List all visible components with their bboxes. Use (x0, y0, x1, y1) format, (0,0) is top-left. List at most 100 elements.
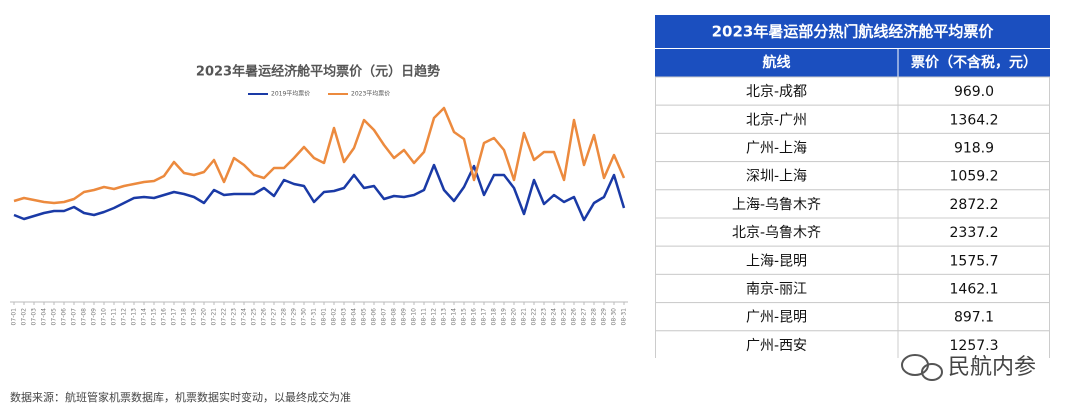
x-tick-label: 08-07 (381, 308, 388, 326)
source: 数据来源：航班管家机票数据库，机票数据实时变动，以最终成交为准 (10, 390, 351, 404)
table-cell: 1257.3 (950, 338, 999, 354)
table-header-bg (655, 49, 1050, 77)
table-cell: 2872.2 (950, 197, 999, 213)
x-tick-label: 07-08 (81, 308, 88, 326)
x-tick-label: 07-14 (141, 308, 148, 326)
x-tick-label: 07-02 (21, 308, 28, 326)
column-header: 航线 (763, 54, 791, 71)
x-tick-label: 07-23 (231, 308, 238, 326)
x-tick-label: 08-13 (441, 308, 448, 326)
table-cell: 北京-成都 (746, 84, 807, 100)
table-title-bg (655, 15, 1050, 48)
x-tick-label: 08-26 (571, 308, 578, 326)
table-row (655, 273, 1050, 304)
x-tick-label: 07-18 (181, 308, 188, 326)
table-cell: 北京-广州 (746, 112, 807, 128)
x-tick-label: 07-09 (91, 308, 98, 326)
table-row (655, 330, 1050, 360)
x-tick-label: 07-10 (101, 308, 108, 326)
table-cell: 广州-昆明 (746, 310, 807, 326)
table-title: 2023年暑运部分热门航线经济舱平均票价 (712, 23, 995, 41)
x-tick-label: 08-30 (611, 308, 618, 326)
table-cell: 上海-昆明 (746, 253, 807, 269)
table-row (655, 245, 1050, 275)
x-tick-label: 08-28 (591, 308, 598, 326)
x-tick-label: 08-08 (391, 308, 398, 326)
x-tick-label: 07-11 (111, 308, 118, 326)
table-row (655, 217, 1050, 247)
table-cell: 2337.2 (950, 225, 999, 241)
table-cell: 北京-乌鲁木齐 (732, 225, 821, 241)
x-tick-label: 08-14 (451, 308, 458, 326)
table-cell: 918.9 (954, 141, 994, 157)
x-tick-label: 08-21 (521, 308, 528, 326)
x-tick-label: 08-12 (431, 308, 438, 326)
x-tick-label: 08-10 (411, 308, 418, 326)
legend-label: 2019平均票价 (271, 90, 310, 98)
x-tick-label: 07-22 (221, 308, 228, 326)
x-tick-label: 07-05 (51, 308, 58, 326)
x-tick-label: 07-21 (211, 308, 218, 326)
x-tick-label: 08-27 (581, 308, 588, 326)
x-tick-label: 07-20 (201, 308, 208, 326)
x-tick-label: 08-05 (361, 308, 368, 326)
x-tick-label: 07-31 (311, 308, 318, 326)
table-cell: 广州-西安 (746, 338, 807, 354)
watermark: 民航内参 (901, 354, 1036, 381)
table-cell: 1575.7 (950, 253, 999, 269)
table-cell: 广州-上海 (746, 141, 807, 157)
x-tick-label: 07-06 (61, 308, 68, 326)
x-tick-label: 08-24 (551, 308, 558, 326)
table-cell: 深圳-上海 (746, 169, 807, 185)
table-cell: 969.0 (954, 84, 994, 100)
x-tick-label: 08-17 (481, 308, 488, 326)
x-tick-label: 08-02 (331, 308, 338, 326)
x-tick-label: 08-23 (541, 308, 548, 326)
x-tick-label: 07-16 (161, 308, 168, 326)
x-tick-label: 07-25 (251, 308, 258, 326)
x-tick-label: 08-29 (601, 308, 608, 326)
x-tick-label: 07-17 (171, 308, 178, 326)
x-tick-label: 08-31 (621, 308, 628, 326)
x-tick-label: 08-15 (461, 308, 468, 326)
chart-title: 2023年暑运经济舱平均票价（元）日趋势 (196, 64, 440, 80)
table-cell: 1462.1 (950, 282, 999, 298)
x-tick-label: 08-25 (561, 308, 568, 326)
x-tick-label: 08-18 (491, 308, 498, 326)
series-line (13, 106, 626, 205)
x-tick-label: 07-30 (301, 308, 308, 326)
column-header: 票价（不含税，元） (911, 54, 1037, 71)
x-tick-label: 07-27 (271, 308, 278, 326)
x-tick-label: 07-12 (121, 308, 128, 326)
x-tick-label: 07-29 (291, 308, 298, 326)
x-tick-label: 07-01 (11, 308, 18, 326)
x-tick-label: 07-07 (71, 308, 78, 326)
x-tick-label: 07-03 (31, 308, 38, 326)
table-row (655, 132, 1050, 163)
x-tick-label: 08-19 (501, 308, 508, 326)
table-cell: 1364.2 (950, 112, 999, 128)
table-cell: 897.1 (954, 310, 994, 326)
table-row (655, 76, 1050, 106)
x-tick-label: 07-15 (151, 308, 158, 326)
table-cell: 上海-乌鲁木齐 (732, 197, 821, 213)
x-tick-label: 07-04 (41, 308, 48, 326)
series-line (13, 163, 626, 222)
table-cell: 南京-丽江 (746, 282, 807, 298)
x-tick-label: 07-26 (261, 308, 268, 326)
table-row (655, 302, 1050, 332)
watermark-text: 民航内参 (948, 355, 1036, 380)
x-tick-label: 07-24 (241, 308, 248, 326)
table-row (655, 161, 1050, 191)
legend-label: 2023平均票价 (351, 90, 390, 98)
x-tick-label: 08-22 (531, 308, 538, 326)
x-tick-label: 07-28 (281, 308, 288, 326)
x-tick-label: 07-13 (131, 308, 138, 326)
x-tick-label: 08-09 (401, 308, 408, 326)
x-tick-label: 08-20 (511, 308, 518, 326)
x-tick-label: 07-19 (191, 308, 198, 326)
x-tick-label: 08-11 (421, 308, 428, 326)
table-fade (655, 358, 1050, 378)
table-row (655, 104, 1050, 134)
